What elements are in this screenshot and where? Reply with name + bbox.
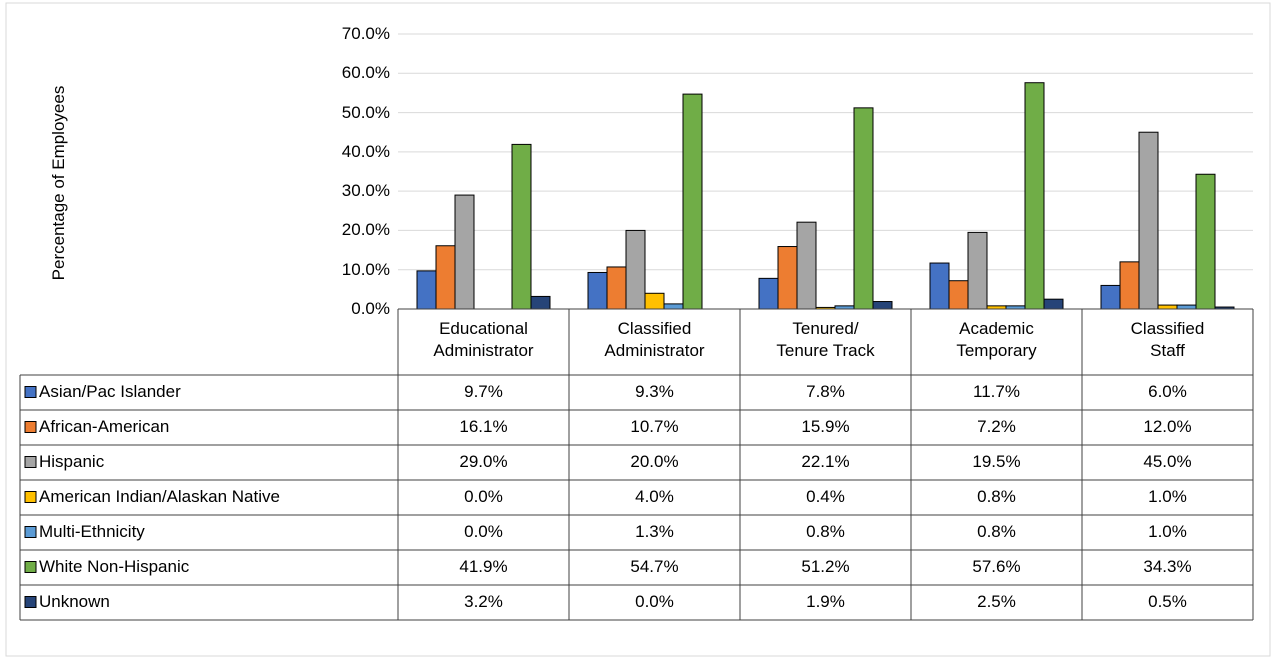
data-table-cell: 29.0% [459,452,508,471]
x-tick-label: Educational Administrator [433,319,534,360]
bar [682,93,703,310]
bar [777,246,798,310]
legend-swatch [24,596,37,608]
bar [416,270,437,310]
data-table-cell: 57.6% [972,557,1021,576]
bar [454,194,475,310]
data-table-cell: 0.0% [635,592,674,611]
data-table-cell: 0.8% [977,522,1016,541]
y-tick-label: 40.0% [341,141,390,161]
bar [929,262,950,310]
bar [435,245,456,310]
legend-swatch [24,491,37,503]
x-tick-label: Classified Administrator [604,319,705,360]
legend-label: White Non-Hispanic [39,557,190,576]
data-table-cell: 45.0% [1143,452,1192,471]
data-table-cell: 51.2% [801,557,850,576]
y-tick-label: 20.0% [341,220,390,240]
data-table-cell: 0.8% [806,522,845,541]
data-table-cell: 41.9% [459,557,508,576]
y-tick-label: 50.0% [341,102,390,122]
bar [606,266,627,310]
bar [796,221,817,310]
legend-label: African-American [39,417,170,436]
legend-label: Multi-Ethnicity [39,522,145,541]
data-table-cell: 34.3% [1143,557,1192,576]
y-axis-title: Percentage of Employees [49,85,68,281]
bar [967,231,988,310]
bar [1024,82,1045,310]
data-table-cell: 0.0% [464,522,503,541]
bar [644,292,665,310]
y-tick-label: 60.0% [341,63,390,83]
data-table-cell: 4.0% [635,487,674,506]
legend-swatch [24,526,37,538]
bar [511,143,532,310]
data-table-cell: 0.8% [977,487,1016,506]
data-table-cell: 1.3% [635,522,674,541]
legend-swatch [24,456,37,468]
legend-swatch [24,386,37,398]
bar [1138,131,1159,310]
data-table-cell: 20.0% [630,452,679,471]
data-table-cell: 0.5% [1148,592,1187,611]
legend-swatch [24,561,37,573]
chart-border [5,2,1271,657]
legend-swatch [24,421,37,433]
data-table-cell: 22.1% [801,452,850,471]
data-table-cell: 19.5% [972,452,1021,471]
data-table-cell: 7.2% [977,417,1016,436]
data-table-cell: 11.7% [973,382,1020,401]
data-table-cell: 15.9% [801,417,850,436]
bar [872,301,893,310]
data-table-cell: 54.7% [630,557,679,576]
bar [1157,304,1178,310]
legend-label: Unknown [39,592,110,611]
bar [625,229,646,310]
bar [587,271,608,310]
data-table-cell: 6.0% [1148,382,1187,401]
x-tick-label: Tenured/ Tenure Track [776,319,875,360]
bar [1043,298,1064,310]
data-table-cell: 1.0% [1148,522,1187,541]
legend-label: Asian/Pac Islander [39,382,181,401]
bar [1119,261,1140,310]
legend-label: American Indian/Alaskan Native [39,487,280,506]
bar [1100,284,1121,310]
bar [663,303,684,310]
y-tick-label: 0.0% [351,299,390,318]
data-table-cell: 12.0% [1143,417,1192,436]
data-table-cell: 1.0% [1148,487,1187,506]
y-tick-label: 30.0% [341,181,390,201]
data-table-cell: 3.2% [464,592,503,611]
data-table-cell: 0.0% [464,487,503,506]
data-table-cell: 2.5% [977,592,1016,611]
bar [853,107,874,310]
data-table-cell: 16.1% [459,417,508,436]
data-table-cell: 10.7% [630,417,679,436]
bar [530,295,551,310]
y-tick-label: 70.0% [341,24,390,43]
data-table-cell: 0.4% [806,487,845,506]
y-tick-label: 10.0% [341,259,390,279]
data-table-cell: 1.9% [806,592,845,611]
bar [758,277,779,310]
bar [1176,304,1197,310]
bar [948,280,969,310]
legend-label: Hispanic [39,452,105,471]
data-table-cell: 7.8% [806,382,845,401]
data-table-cell: 9.3% [635,382,674,401]
data-table-cell: 9.7% [464,382,503,401]
bar [1195,173,1216,310]
x-tick-label: Classified Staff [1130,319,1205,360]
x-tick-label: Academic Temporary [956,319,1037,360]
